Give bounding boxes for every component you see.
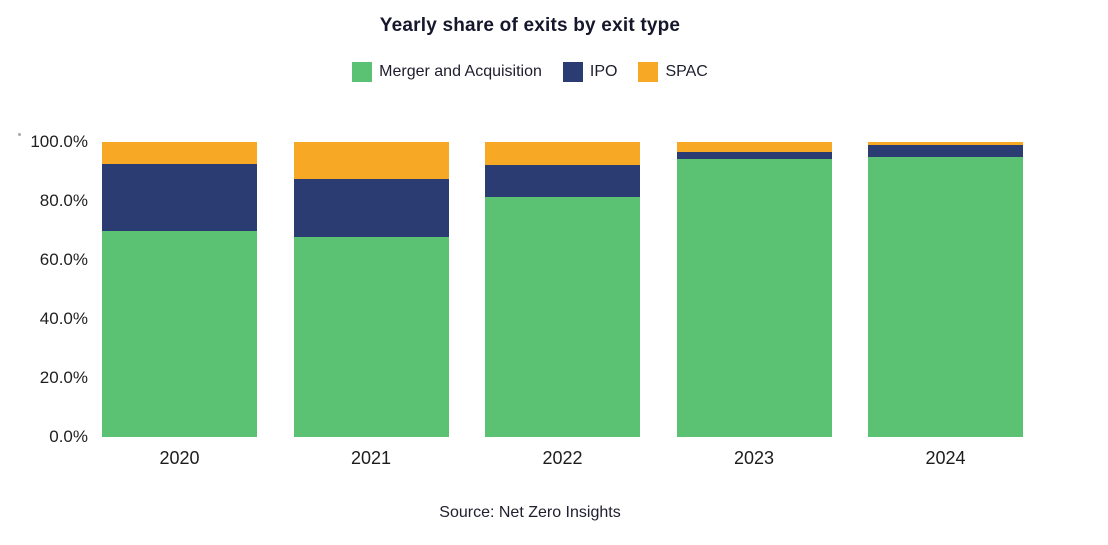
legend-swatch-merger-and-acquisition <box>352 62 373 82</box>
segment-merger-and-acquisition-2024 <box>868 157 1023 437</box>
segment-merger-and-acquisition-2020 <box>102 231 257 437</box>
y-axis: 0.0% 20.0% 40.0% 60.0% 80.0% 100.0% <box>0 133 88 446</box>
legend-swatch-ipo <box>562 62 583 82</box>
source-caption: Source: Net Zero Insights <box>439 504 621 521</box>
x-tick-label-2022: 2022 <box>542 448 583 468</box>
segment-spac-2021 <box>293 142 449 179</box>
x-tick-label-2024: 2024 <box>925 448 966 468</box>
legend-item-merger-and-acquisition: Merger and Acquisition <box>352 62 542 82</box>
segment-spac-2023 <box>676 142 832 153</box>
segment-spac-2020 <box>102 142 257 164</box>
legend-item-ipo: IPO <box>562 62 618 82</box>
y-tick-label-40-0: 40.0% <box>39 309 88 328</box>
segment-spac-2022 <box>485 142 640 165</box>
legend-label-spac: SPAC <box>665 63 708 80</box>
y-tick-label-100-0: 100.0% <box>30 132 88 151</box>
segment-merger-and-acquisition-2023 <box>676 159 832 437</box>
y-tick-label-80-0: 80.0% <box>39 191 88 210</box>
legend-label-merger-and-acquisition: Merger and Acquisition <box>379 63 542 80</box>
y-tick-label-20-0: 20.0% <box>39 368 88 387</box>
segment-ipo-2023 <box>676 152 832 160</box>
segment-ipo-2024 <box>868 144 1023 158</box>
y-tick-label-0-0: 0.0% <box>49 427 88 446</box>
plot-area: 2020 2021 2022 2023 2024 <box>102 142 1023 468</box>
y-tick-label-60-0: 60.0% <box>39 250 88 269</box>
segment-ipo-2022 <box>485 164 640 197</box>
stray-mark <box>18 133 21 136</box>
bar-2021: 2021 <box>293 142 449 468</box>
x-tick-label-2023: 2023 <box>733 448 775 468</box>
x-tick-label-2020: 2020 <box>159 448 200 468</box>
legend-label-ipo: IPO <box>589 63 618 80</box>
segment-merger-and-acquisition-2022 <box>485 196 640 437</box>
bar-2023: 2023 <box>676 142 832 468</box>
bar-2020: 2020 <box>102 142 257 468</box>
segment-spac-2024 <box>868 142 1023 145</box>
bar-2024: 2024 <box>868 142 1023 468</box>
segment-ipo-2021 <box>293 178 449 238</box>
legend-item-spac: SPAC <box>638 62 708 82</box>
legend: Merger and Acquisition IPO SPAC <box>0 62 1060 82</box>
legend-swatch-spac <box>638 62 659 82</box>
chart-title: Yearly share of exits by exit type <box>379 15 681 36</box>
x-tick-label-2021: 2021 <box>350 448 392 468</box>
segment-merger-and-acquisition-2021 <box>293 237 449 437</box>
bar-2022: 2022 <box>485 142 640 468</box>
segment-ipo-2020 <box>102 163 257 232</box>
